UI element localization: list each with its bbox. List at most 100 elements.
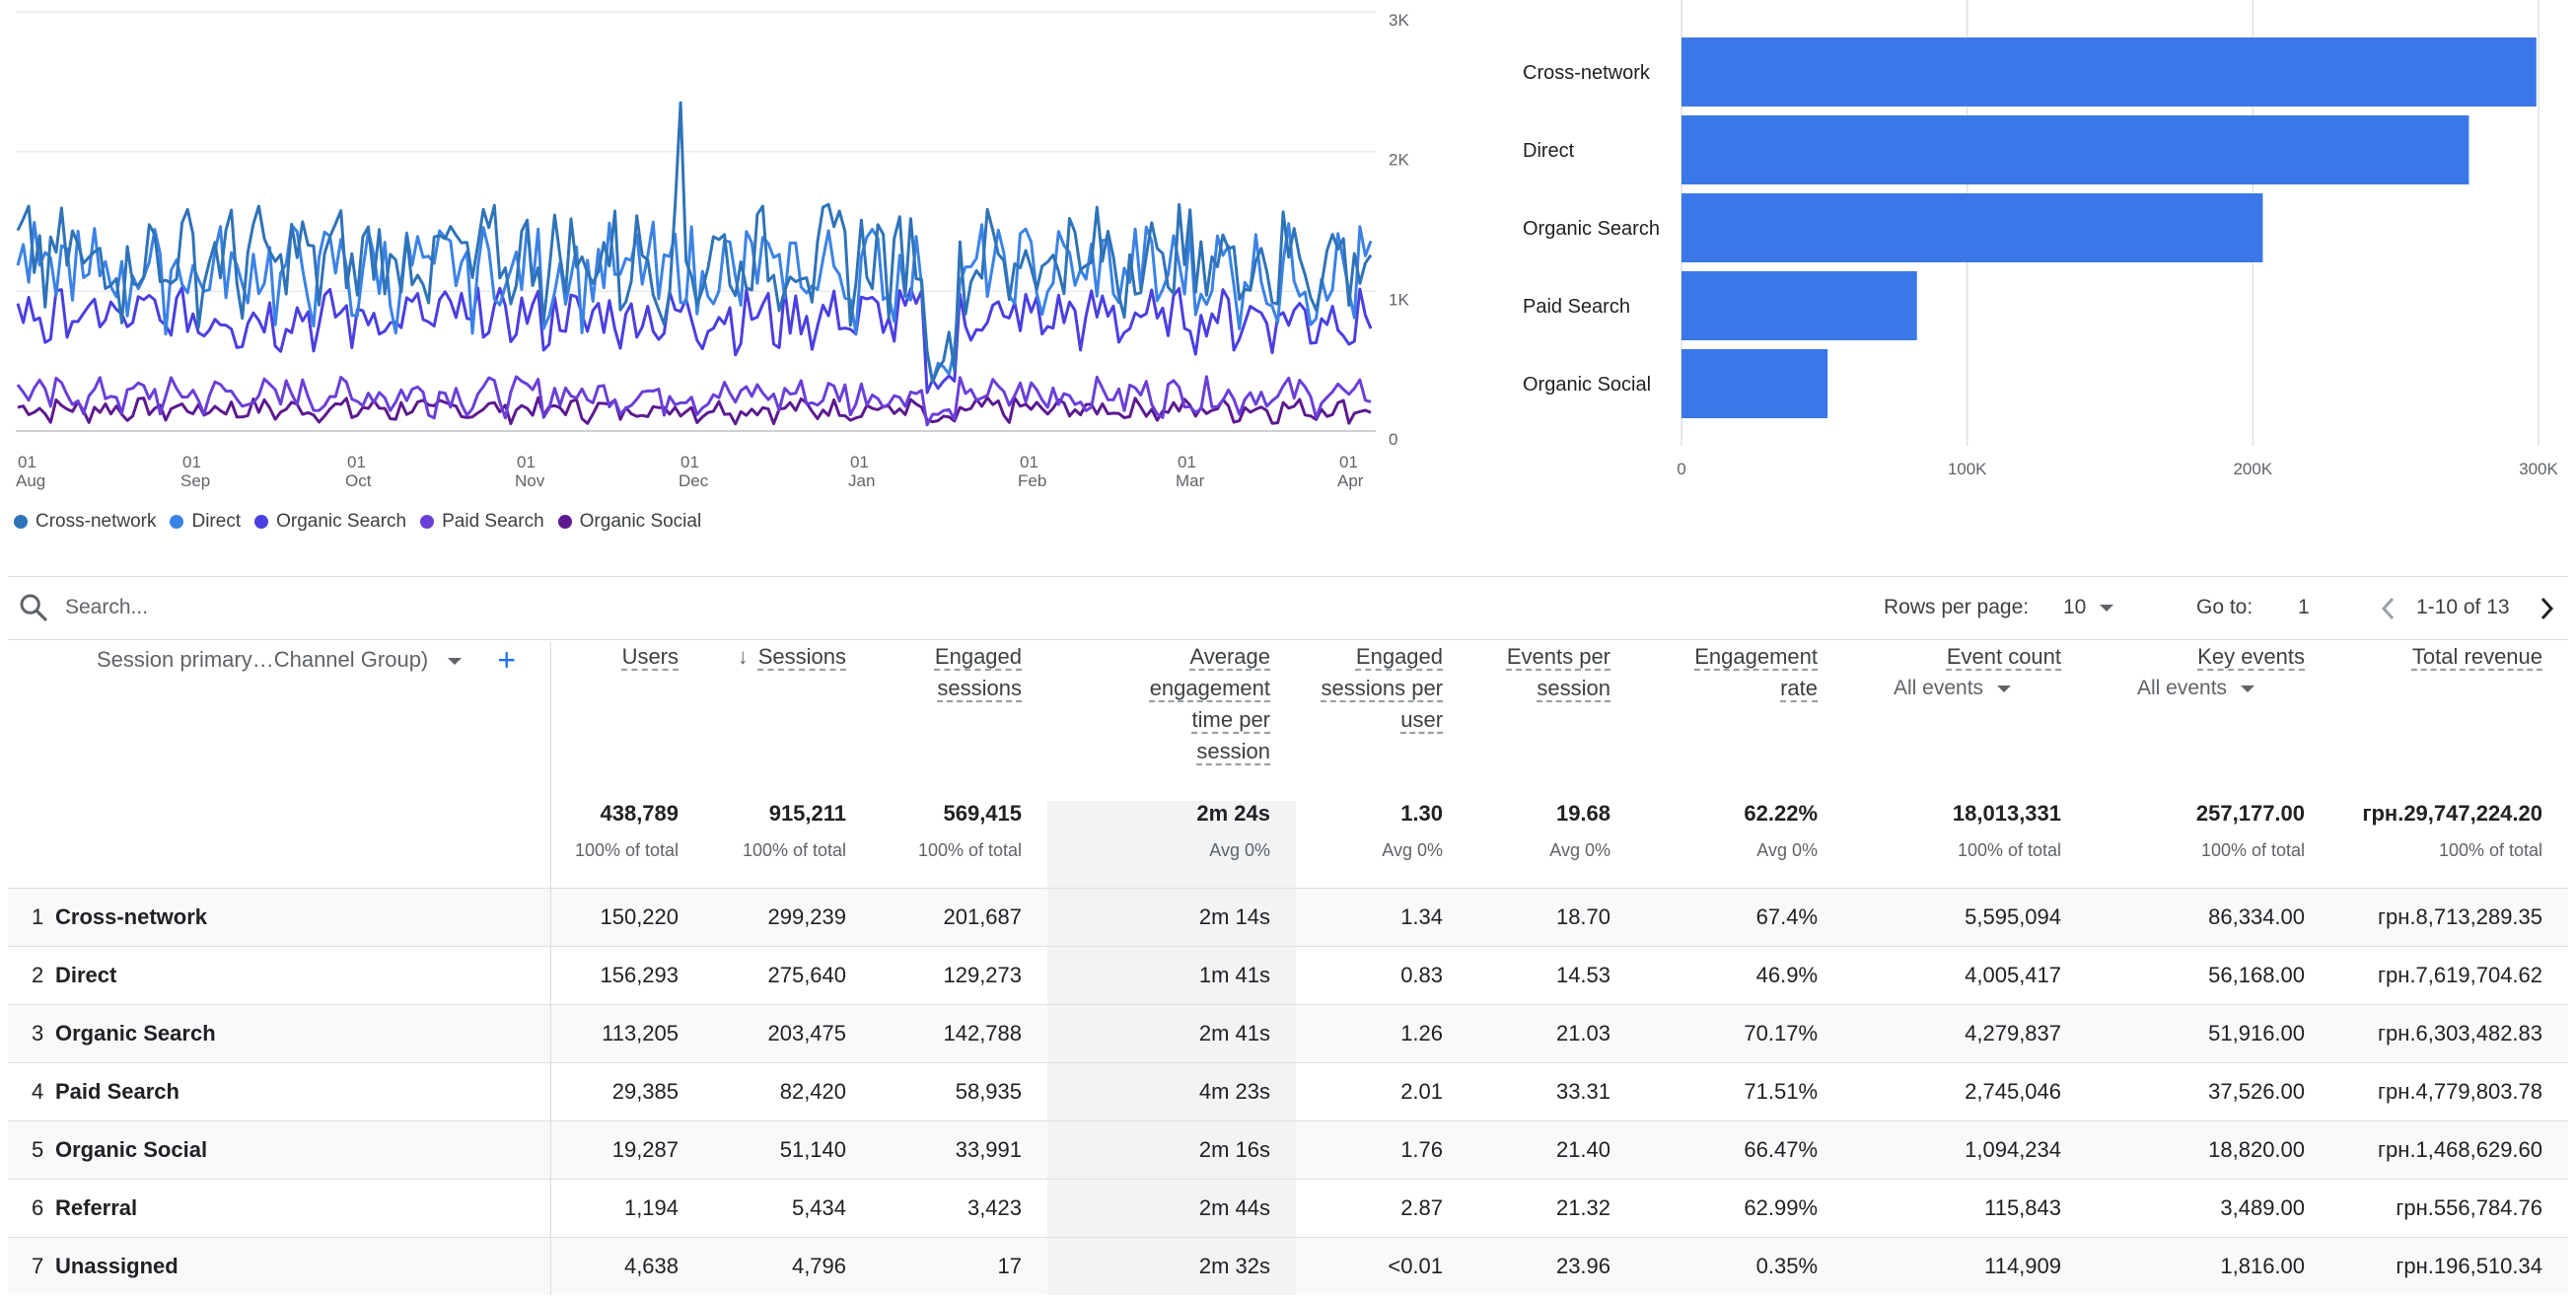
x-tick-month: Nov <box>515 471 545 490</box>
table-cell: 2,745,046 <box>1843 1062 2088 1121</box>
channel-name[interactable]: Direct <box>47 946 551 1005</box>
channel-name[interactable]: Unassigned <box>47 1237 551 1295</box>
dimension-selector[interactable]: Session primary…Channel Group) <box>97 647 463 673</box>
total-subtext: 100% of total <box>742 840 847 860</box>
table-cell: 4,279,837 <box>1843 1004 2088 1063</box>
table-row[interactable]: 5 Organic Social 19,287 51,140 33,991 2m 16s 1… <box>8 1120 2569 1180</box>
totals-cell: 2m 24s Avg 0% <box>1047 801 1297 889</box>
legend-dot-icon <box>170 515 184 529</box>
total-subtext: Avg 0% <box>1756 840 1819 860</box>
goto-page-input[interactable]: 1 <box>2298 596 2310 618</box>
channel-name[interactable]: Organic Search <box>47 1004 551 1063</box>
search-input[interactable] <box>63 590 659 625</box>
table-cell: 275,640 <box>704 946 873 1005</box>
table-cell: 37,526.00 <box>2087 1062 2331 1121</box>
table-cell: грн.196,510.34 <box>2330 1237 2569 1295</box>
chevron-left-icon[interactable] <box>2379 596 2398 621</box>
table-cell: 62.99% <box>1636 1179 1844 1238</box>
line-chart-y-axis: 3K 2K 1K 0 <box>1389 11 1409 449</box>
table-cell: 1,094,234 <box>1843 1120 2088 1180</box>
totals-row: 438,789 100% of total 915,211 100% of total… <box>8 801 2568 889</box>
channel-name[interactable]: Organic Social <box>47 1120 551 1180</box>
table-row[interactable]: 1 Cross-network 150,220 299,239 201,687 2m 14… <box>8 888 2569 947</box>
column-header-label: Events per session <box>1506 644 1611 700</box>
series-line <box>17 396 1372 426</box>
dimension-header-label: Session primary…Channel Group) <box>97 647 429 672</box>
table-cell: грн.556,784.76 <box>2330 1179 2569 1238</box>
table-cell: 114,909 <box>1843 1237 2088 1295</box>
x-tick-day: 01 <box>347 453 366 471</box>
channel-name[interactable]: Cross-network <box>47 888 551 947</box>
table-cell: 2m 44s <box>1047 1179 1297 1238</box>
column-header-label: Event count <box>1946 644 2062 669</box>
rows-per-page-select[interactable]: 10 <box>2063 596 2114 619</box>
column-header[interactable]: Users <box>550 641 704 801</box>
table-row[interactable]: 2 Direct 156,293 275,640 129,273 1m 41s 0.83 14… <box>8 946 2569 1005</box>
bar-chart: Cross-network Direct Organic Search Paid Se… <box>1523 0 2559 478</box>
bar[interactable] <box>1682 37 2537 107</box>
legend-item[interactable]: Cross-network <box>14 511 156 533</box>
total-value: 438,789 <box>600 801 680 826</box>
x-tick-label: 0 <box>1677 460 1685 478</box>
total-subtext: Avg 0% <box>1209 840 1271 860</box>
table-cell: грн.8,713,289.35 <box>2330 888 2569 947</box>
series-line <box>16 375 1372 427</box>
line-chart-x-axis: 01Aug01Sep01Oct01Nov01Dec01Jan01Feb01Mar… <box>16 453 1364 490</box>
bar[interactable] <box>1682 193 2263 262</box>
table-cell: 2m 14s <box>1047 888 1297 947</box>
event-filter-select[interactable]: All events <box>1843 677 2061 700</box>
totals-cell: 1.30 Avg 0% <box>1296 801 1468 889</box>
table-cell: 201,687 <box>872 888 1048 947</box>
table-row[interactable]: 7 Unassigned 4,638 4,796 17 2m 32s <0.01 23.96 0… <box>8 1237 2569 1295</box>
legend-item[interactable]: Direct <box>170 511 241 533</box>
total-value: 18,013,331 <box>1952 801 2062 826</box>
table-cell: 5,434 <box>704 1179 873 1238</box>
event-filter-select[interactable]: All events <box>2087 677 2305 700</box>
column-header[interactable]: Events per session <box>1468 641 1636 801</box>
search-icon[interactable] <box>18 592 49 623</box>
chevron-down-icon <box>2241 685 2255 692</box>
column-header-label: Engaged sessions per user <box>1321 644 1444 732</box>
channel-name[interactable]: Paid Search <box>47 1062 551 1121</box>
channel-name[interactable]: Referral <box>47 1179 551 1238</box>
total-value: 915,211 <box>768 801 847 826</box>
x-tick-day: 01 <box>680 453 699 471</box>
table-row[interactable]: 3 Organic Search 113,205 203,475 142,788 2m 4… <box>8 1004 2569 1063</box>
add-dimension-icon[interactable]: + <box>497 642 517 678</box>
legend-item[interactable]: Organic Social <box>557 511 701 533</box>
x-tick-month: Oct <box>345 471 372 490</box>
table-row[interactable]: 6 Referral 1,194 5,434 3,423 2m 44s 2.87 21.32 6… <box>8 1179 2569 1238</box>
total-subtext: 100% of total <box>2200 840 2306 860</box>
column-header[interactable]: Average engagement time per session <box>1047 641 1297 801</box>
table-cell: 4,005,417 <box>1843 946 2088 1005</box>
table-cell: 51,140 <box>704 1120 873 1180</box>
line-chart-series <box>16 101 1373 427</box>
x-tick-day: 01 <box>1020 453 1038 471</box>
table-cell: 115,843 <box>1843 1179 2088 1238</box>
line-chart-grid <box>16 11 1376 432</box>
column-header-label: Sessions <box>757 644 847 669</box>
bar[interactable] <box>1682 271 1917 340</box>
legend-item[interactable]: Organic Search <box>254 511 406 533</box>
column-header[interactable]: ↓ Sessions <box>704 641 872 801</box>
totals-cell: 18,013,331 100% of total <box>1843 801 2087 889</box>
chevron-right-icon[interactable] <box>2537 596 2556 621</box>
table-cell: 21.40 <box>1468 1120 1637 1180</box>
column-header[interactable]: Total revenue <box>2330 641 2568 801</box>
chevron-down-icon <box>2100 604 2114 612</box>
bar[interactable] <box>1682 349 1828 418</box>
table-cell: 18.70 <box>1468 888 1637 947</box>
table-cell: 2.01 <box>1296 1062 1469 1121</box>
legend-item[interactable]: Paid Search <box>420 511 544 533</box>
table-cell: 4m 23s <box>1047 1062 1297 1121</box>
bar[interactable] <box>1682 115 2469 184</box>
x-tick-month: Apr <box>1337 471 1364 490</box>
column-header[interactable]: Event count All events <box>1843 641 2087 801</box>
column-header[interactable]: Engagement rate <box>1636 641 1843 801</box>
table-row[interactable]: 4 Paid Search 29,385 82,420 58,935 4m 23s 2.01… <box>8 1062 2569 1121</box>
column-header[interactable]: Engaged sessions <box>872 641 1047 801</box>
table-cell: 1.76 <box>1296 1120 1469 1180</box>
column-header[interactable]: Key events All events <box>2087 641 2330 801</box>
series-line <box>16 286 1373 395</box>
column-header[interactable]: Engaged sessions per user <box>1296 641 1468 801</box>
